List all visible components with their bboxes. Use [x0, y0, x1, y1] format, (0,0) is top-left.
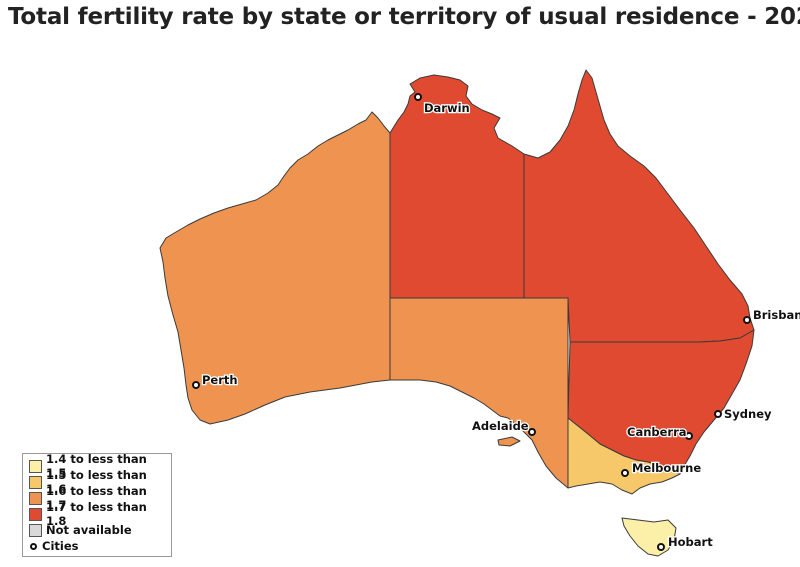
region-victoria[interactable] — [567, 417, 681, 495]
city-label-perth: Perth — [202, 373, 238, 387]
legend-item: 1.6 to less than 1.7 — [29, 484, 165, 512]
legend-label: 1.7 to less than 1.8 — [46, 500, 147, 528]
legend-label: Not available — [46, 523, 132, 537]
region-northern-territory[interactable] — [389, 74, 525, 299]
city-label-hobart: Hobart — [668, 535, 713, 549]
legend-item: 1.4 to less than 1.5 — [29, 452, 165, 480]
city-label-adelaide: Adelaide — [472, 419, 529, 433]
legend-swatch-3 — [29, 491, 42, 505]
city-marker-melbourne[interactable] — [621, 469, 629, 477]
legend-swatch-4 — [29, 507, 42, 521]
city-marker-darwin[interactable] — [414, 93, 422, 101]
legend-swatch-na — [29, 523, 42, 537]
city-marker-brisbane[interactable] — [743, 316, 751, 324]
city-label-brisbane: Brisban — [753, 308, 800, 322]
map-legend: 1.4 to less than 1.5 1.5 to less than 1.… — [22, 452, 172, 557]
legend-label: 1.4 to less than 1.5 — [46, 452, 147, 480]
region-western-australia[interactable] — [159, 111, 391, 425]
legend-item: Cities — [29, 538, 165, 554]
legend-item: Not available — [29, 522, 165, 538]
region-south-australia[interactable] — [389, 297, 569, 489]
region-kangaroo-island — [497, 436, 521, 447]
city-label-canberra: Canberra — [627, 425, 687, 439]
city-dot-icon — [30, 542, 37, 550]
city-marker-perth[interactable] — [192, 381, 200, 389]
city-marker-sydney[interactable] — [714, 410, 722, 418]
legend-swatch-2 — [29, 475, 42, 489]
map-title: Total fertility rate by state or territo… — [8, 4, 800, 30]
legend-item: 1.5 to less than 1.6 — [29, 468, 165, 496]
legend-label: 1.6 to less than 1.7 — [46, 484, 147, 512]
city-marker-canberra[interactable] — [685, 432, 693, 440]
city-label-darwin: Darwin — [424, 101, 470, 115]
legend-swatch-1 — [29, 459, 42, 473]
city-label-sydney: Sydney — [724, 407, 772, 421]
legend-item: 1.7 to less than 1.8 — [29, 500, 165, 528]
legend-label: Cities — [42, 539, 79, 553]
city-label-melbourne: Melbourne — [632, 461, 701, 475]
city-marker-hobart[interactable] — [657, 543, 665, 551]
city-marker-adelaide[interactable] — [528, 428, 536, 436]
legend-label: 1.5 to less than 1.6 — [46, 468, 147, 496]
